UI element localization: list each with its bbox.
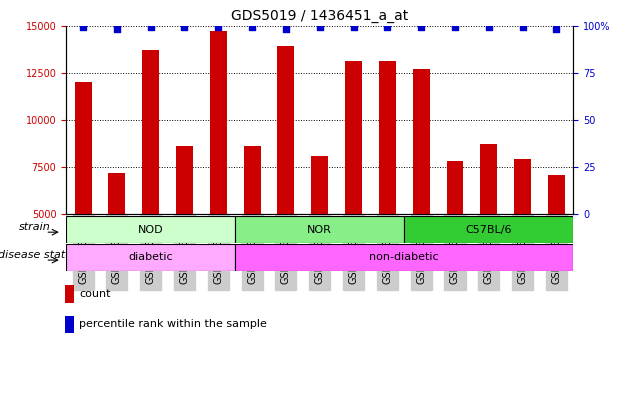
Bar [244,146,261,214]
Point [382,24,392,31]
Point [180,24,190,31]
Bar [66,244,235,271]
Point [416,24,427,31]
Point [78,24,88,31]
Bar [108,173,125,214]
Bar [404,216,573,243]
Bar [311,156,328,214]
Point [450,24,460,31]
Point [247,24,257,31]
Bar [65,316,74,333]
Text: strain: strain [19,222,50,232]
Bar [413,69,430,214]
Text: C57BL/6: C57BL/6 [466,224,512,235]
Bar [235,216,404,243]
Bar [514,160,531,214]
Text: NOD: NOD [138,224,164,235]
Bar [65,285,74,303]
Point [281,26,291,33]
Text: count: count [79,289,111,299]
Title: GDS5019 / 1436451_a_at: GDS5019 / 1436451_a_at [231,9,408,23]
Point [213,24,224,31]
Bar [548,174,565,214]
Point [112,26,122,33]
Point [518,24,528,31]
Bar [480,144,497,214]
Point [551,26,561,33]
Bar [235,244,573,271]
Point [484,24,494,31]
Text: disease state: disease state [0,250,72,260]
Bar [66,216,235,243]
Bar [176,146,193,214]
Bar [74,82,91,214]
Text: NOR: NOR [307,224,332,235]
Bar [379,61,396,214]
Bar [210,31,227,214]
Point [348,24,358,31]
Text: percentile rank within the sample: percentile rank within the sample [79,320,267,329]
Text: diabetic: diabetic [129,252,173,263]
Bar [345,61,362,214]
Text: non-diabetic: non-diabetic [369,252,439,263]
Bar [447,162,464,214]
Bar [142,50,159,214]
Point [315,24,325,31]
Point [146,24,156,31]
Bar [277,46,294,214]
